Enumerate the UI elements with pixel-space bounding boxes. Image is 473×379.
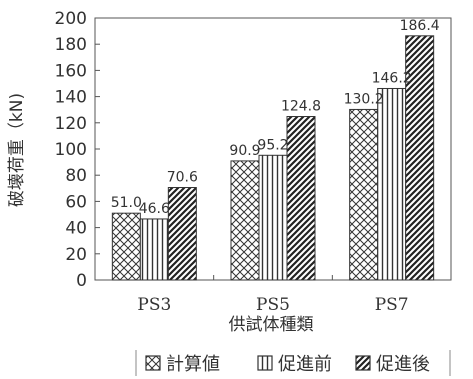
x-tick-label: PS3 [137,295,171,315]
bars [111,35,435,281]
y-tick-label: 120 [55,114,87,134]
legend-label: 促進後 [376,354,430,375]
x-tick-label: PS7 [375,295,409,315]
data-label: 90.9 [229,143,260,159]
y-axis-title: 破壊荷重（kN) [7,93,27,207]
legend-swatch [355,355,371,371]
y-tick-label: 200 [55,9,87,29]
bar [377,87,407,281]
legend: 計算値 促進前 促進後 [135,350,451,376]
bar [139,218,169,281]
data-label: 124.8 [281,99,321,115]
y-tick-label: 160 [55,61,87,81]
data-label: 70.6 [167,170,198,186]
y-tick-label: 40 [65,219,87,239]
data-labels: 51.046.6 70.6 90.995.2 124.8 130.2 146.2 186.4 [111,18,440,217]
y-tick-label: 0 [76,271,87,291]
data-label: 146.2 [372,70,412,86]
y-axis: 0 20 40 60 80 100 120 140 160 180 200 [55,9,100,291]
bar [230,160,260,281]
legend-label: 促進前 [278,354,332,375]
y-tick-label: 60 [65,192,87,212]
bar [286,116,316,281]
x-axis-title: 供試体種類 [229,315,314,335]
bar [258,154,288,281]
y-tick-label: 80 [65,166,87,186]
x-tick-label: PS5 [256,295,290,315]
data-label: 186.4 [400,18,440,34]
data-label: 130.2 [344,91,384,107]
x-axis: PS3 PS5 PS7 [137,275,409,315]
bar [349,108,379,281]
y-tick-label: 180 [55,35,87,55]
bar [405,35,435,281]
bar [111,212,141,281]
y-tick-label: 20 [65,245,87,265]
data-label: 51.0 [111,195,142,211]
y-tick-label: 140 [55,88,87,108]
bar [167,187,197,281]
legend-label: 計算値 [166,354,220,375]
legend-swatch [145,355,161,371]
data-label: 46.6 [139,201,170,217]
y-tick-label: 100 [55,140,87,160]
legend-swatch [257,355,273,371]
data-label: 95.2 [257,137,288,153]
